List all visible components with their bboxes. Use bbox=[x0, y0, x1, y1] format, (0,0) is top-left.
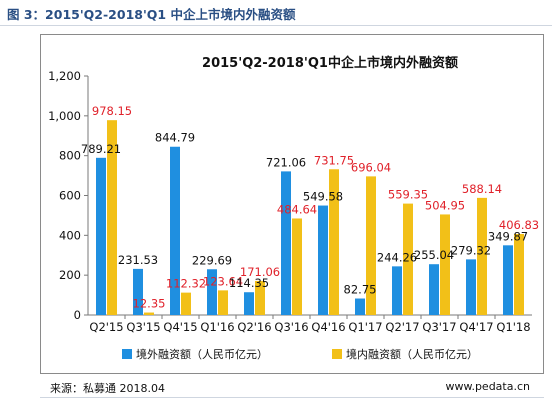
x-tick-label: Q2'16 bbox=[237, 320, 271, 334]
data-label-domestic: 978.15 bbox=[92, 104, 132, 118]
data-label-overseas: 789.21 bbox=[81, 142, 121, 156]
y-tick-label: 400 bbox=[59, 228, 81, 242]
x-tick-label: Q4'16 bbox=[311, 320, 345, 334]
x-tick-label: Q1'17 bbox=[348, 320, 382, 334]
data-labels-layer: 789.21 978.15 231.53 12.35 844.79 112.32 229.6… bbox=[81, 104, 539, 310]
data-label-overseas: 229.69 bbox=[192, 253, 232, 267]
data-label-domestic: 559.35 bbox=[388, 188, 428, 202]
bar-domestic bbox=[329, 169, 339, 315]
data-label-domestic: 171.06 bbox=[240, 265, 280, 279]
bar-overseas bbox=[133, 268, 143, 315]
data-label-overseas: 844.79 bbox=[155, 131, 195, 145]
x-tick-label: Q4'17 bbox=[459, 320, 493, 334]
data-label-domestic: 112.32 bbox=[166, 277, 206, 291]
y-tick-label: 1,200 bbox=[48, 69, 81, 83]
data-label-domestic: 731.75 bbox=[314, 153, 354, 167]
figure-caption: 图 3：2015'Q2-2018'Q1 中企上市境内外融资额 bbox=[7, 7, 296, 22]
bar-overseas bbox=[392, 266, 402, 315]
legend-item-overseas: 境外融资额（人民币亿元） bbox=[122, 346, 268, 362]
data-label-domestic: 588.14 bbox=[462, 182, 502, 196]
data-label-overseas: 231.53 bbox=[118, 253, 158, 267]
y-tick-label: 600 bbox=[59, 189, 81, 203]
bar-domestic bbox=[218, 290, 228, 315]
footer: 来源：私募通 2018.04 www.pedata.cn bbox=[40, 374, 544, 398]
legend-label-overseas: 境外融资额（人民币亿元） bbox=[136, 348, 268, 361]
bars-layer bbox=[96, 120, 524, 316]
bar-domestic bbox=[144, 312, 154, 315]
data-label-domestic: 696.04 bbox=[351, 160, 391, 174]
data-label-overseas: 721.06 bbox=[266, 155, 306, 169]
legend-swatch-overseas bbox=[122, 349, 132, 359]
bar-domestic bbox=[107, 120, 117, 316]
bar-overseas bbox=[503, 245, 513, 315]
x-tick-label: Q3'16 bbox=[274, 320, 308, 334]
bar-overseas bbox=[355, 298, 365, 315]
legend-label-domestic: 境内融资额（人民币亿元） bbox=[346, 348, 478, 361]
legend: 境外融资额（人民币亿元） 境内融资额（人民币亿元） bbox=[122, 346, 542, 362]
bar-overseas bbox=[170, 146, 180, 315]
x-tick-label: Q3'17 bbox=[422, 320, 456, 334]
source-note: 来源：私募通 2018.04 bbox=[50, 382, 165, 395]
y-tick-label: 0 bbox=[74, 308, 81, 322]
x-tick-label: Q1'18 bbox=[496, 320, 530, 334]
source-website: www.pedata.cn bbox=[445, 380, 530, 393]
data-label-overseas: 255.04 bbox=[414, 248, 454, 262]
data-label-domestic: 504.95 bbox=[425, 198, 465, 212]
data-label-overseas: 82.75 bbox=[344, 283, 377, 297]
bar-domestic bbox=[514, 233, 524, 315]
bar-overseas bbox=[466, 259, 476, 315]
y-tick-label: 800 bbox=[59, 149, 81, 163]
data-label-overseas: 244.26 bbox=[377, 250, 417, 264]
bar-domestic bbox=[181, 292, 191, 315]
data-label-overseas: 279.32 bbox=[451, 243, 491, 257]
chart-frame bbox=[40, 34, 544, 374]
legend-swatch-domestic bbox=[332, 349, 342, 359]
bar-domestic bbox=[477, 197, 487, 315]
bar-domestic bbox=[403, 203, 413, 315]
y-tick-label: 200 bbox=[59, 268, 81, 282]
bar-domestic bbox=[366, 176, 376, 315]
x-tick-label: Q1'16 bbox=[200, 320, 234, 334]
data-label-domestic: 123.64 bbox=[203, 274, 243, 288]
figure-header: 图 3：2015'Q2-2018'Q1 中企上市境内外融资额 bbox=[0, 0, 552, 26]
bar-domestic bbox=[255, 280, 265, 315]
bar-domestic bbox=[292, 218, 302, 315]
x-tick-label: Q4'15 bbox=[163, 320, 197, 334]
data-label-domestic: 406.83 bbox=[499, 218, 539, 232]
bar-domestic bbox=[440, 214, 450, 315]
data-label-overseas: 114.35 bbox=[229, 276, 269, 290]
y-tick-label: 1,000 bbox=[48, 109, 81, 123]
bar-overseas bbox=[318, 205, 328, 315]
bar-overseas bbox=[244, 292, 254, 315]
chart-title: 2015'Q2-2018'Q1中企上市境内外融资额 bbox=[202, 56, 458, 71]
bar-overseas bbox=[429, 264, 439, 315]
x-tick-label: Q2'17 bbox=[385, 320, 419, 334]
x-tick-label: Q2'15 bbox=[89, 320, 123, 334]
bar-overseas bbox=[96, 157, 106, 315]
data-label-domestic: 484.64 bbox=[277, 202, 317, 216]
bar-overseas bbox=[281, 171, 291, 315]
data-label-overseas: 349.87 bbox=[488, 229, 528, 243]
data-label-domestic: 12.35 bbox=[133, 297, 166, 311]
bar-overseas bbox=[207, 269, 217, 315]
data-label-overseas: 549.58 bbox=[303, 190, 343, 204]
x-tick-label: Q3'15 bbox=[126, 320, 160, 334]
legend-item-domestic: 境内融资额（人民币亿元） bbox=[332, 346, 478, 362]
